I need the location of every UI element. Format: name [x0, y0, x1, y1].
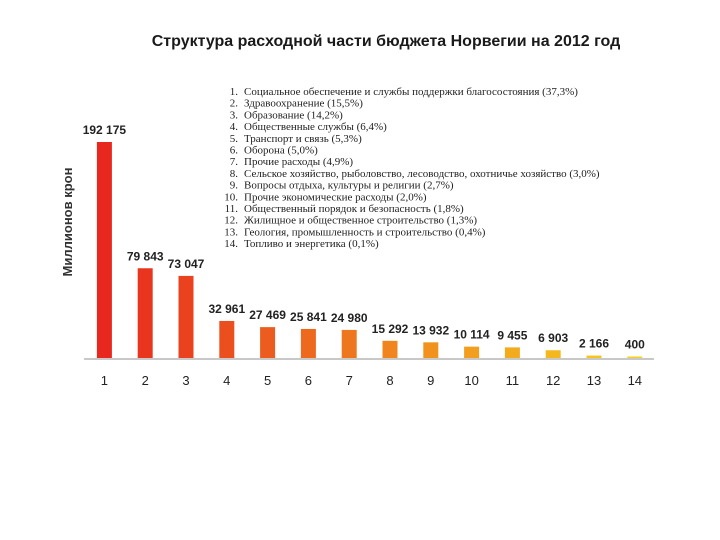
bar-10 — [464, 346, 480, 358]
legend-item-12: Жилищное и общественное строительство (1… — [244, 215, 477, 227]
data-label-6: 25 841 — [290, 310, 327, 324]
data-label-5: 27 469 — [249, 308, 286, 322]
data-label-10: 10 114 — [454, 328, 490, 342]
data-label-11: 9 455 — [497, 328, 527, 342]
bar-3 — [178, 275, 194, 358]
legend-item-8: Сельское хозяйство, рыболовство, лесовод… — [244, 168, 600, 180]
chart-title: Структура расходной части бюджета Норвег… — [152, 33, 621, 50]
legend-item-1: Социальное обеспечение и службы поддержк… — [244, 86, 578, 98]
legend-item-13: Геология, промышленность и строительство… — [244, 226, 486, 238]
x-tick-5: 5 — [264, 373, 271, 388]
legend-item-11: Общественный порядок и безопасность (1,8… — [244, 203, 464, 215]
y-axis-label: Миллионов крон — [60, 168, 75, 277]
bar-9 — [423, 342, 439, 358]
legend-item-7: Прочие расходы (4,9%) — [244, 156, 353, 168]
legend-number-13: 13. — [224, 226, 238, 238]
bar-2 — [137, 268, 153, 358]
legend-number-10: 10. — [224, 191, 238, 203]
legend-number-4: 4. — [230, 121, 239, 133]
bar-6 — [300, 328, 316, 358]
bar-13 — [586, 355, 602, 358]
data-label-3: 73 047 — [168, 257, 205, 271]
bar-7 — [341, 329, 357, 358]
legend-number-1: 1. — [230, 86, 239, 98]
legend-number-5: 5. — [230, 133, 239, 145]
x-tick-14: 14 — [628, 373, 642, 388]
data-label-14: 400 — [625, 338, 645, 352]
legend-item-10: Прочие экономические расходы (2,0%) — [244, 191, 427, 203]
legend-item-5: Транспорт и связь (5,3%) — [244, 133, 362, 145]
bar-12 — [545, 350, 561, 358]
data-label-group: 192 175 79 843 73 047 32 961 27 469 25 841 24 … — [83, 123, 645, 352]
x-tick-group: 1 2 3 4 5 6 7 8 9 10 11 12 13 14 — [101, 373, 642, 388]
legend-item-4: Общественные службы (6,4%) — [244, 121, 387, 133]
legend-number-3: 3. — [230, 109, 239, 121]
legend-item-14: Топливо и энергетика (0,1%) — [244, 238, 379, 250]
legend-number-2: 2. — [230, 98, 239, 110]
data-label-13: 2 166 — [579, 337, 609, 351]
legend-number-8: 8. — [230, 168, 239, 180]
legend-item-3: Образование (14,2%) — [244, 109, 343, 121]
bar-14 — [627, 356, 643, 358]
x-tick-10: 10 — [464, 373, 478, 388]
legend-number-11: 11. — [225, 203, 239, 215]
legend-item-9: Вопросы отдыха, культуры и религии (2,7%… — [244, 180, 454, 192]
x-tick-2: 2 — [142, 373, 149, 388]
data-label-4: 32 961 — [208, 302, 245, 316]
bar-5 — [260, 327, 276, 358]
x-tick-9: 9 — [427, 373, 434, 388]
legend-number-14: 14. — [224, 238, 238, 250]
data-label-12: 6 903 — [538, 331, 568, 345]
data-label-7: 24 980 — [331, 311, 368, 325]
bar-8 — [382, 340, 398, 358]
data-label-9: 13 932 — [412, 323, 449, 337]
x-tick-12: 12 — [546, 373, 560, 388]
x-tick-7: 7 — [346, 373, 353, 388]
x-tick-11: 11 — [506, 373, 520, 388]
legend-number-12: 12. — [224, 215, 238, 227]
bar-11 — [504, 347, 520, 358]
x-tick-6: 6 — [305, 373, 312, 388]
data-label-2: 79 843 — [127, 249, 164, 263]
legend-number-7: 7. — [230, 156, 239, 168]
x-tick-8: 8 — [386, 373, 393, 388]
bar-group — [96, 142, 643, 358]
legend-number-6: 6. — [230, 145, 239, 157]
legend: 1. Социальное обеспечение и службы поддер… — [224, 86, 600, 250]
x-tick-1: 1 — [101, 373, 108, 388]
x-tick-4: 4 — [223, 373, 230, 388]
data-label-8: 15 292 — [372, 322, 409, 336]
x-tick-13: 13 — [587, 373, 601, 388]
x-tick-3: 3 — [182, 373, 189, 388]
legend-number-9: 9. — [230, 180, 239, 192]
legend-item-6: Оборона (5,0%) — [244, 145, 318, 157]
bar-1 — [96, 142, 112, 358]
legend-item-2: Здравоохранение (15,5%) — [244, 98, 363, 110]
bar-4 — [219, 320, 235, 358]
data-label-1: 192 175 — [83, 123, 127, 137]
